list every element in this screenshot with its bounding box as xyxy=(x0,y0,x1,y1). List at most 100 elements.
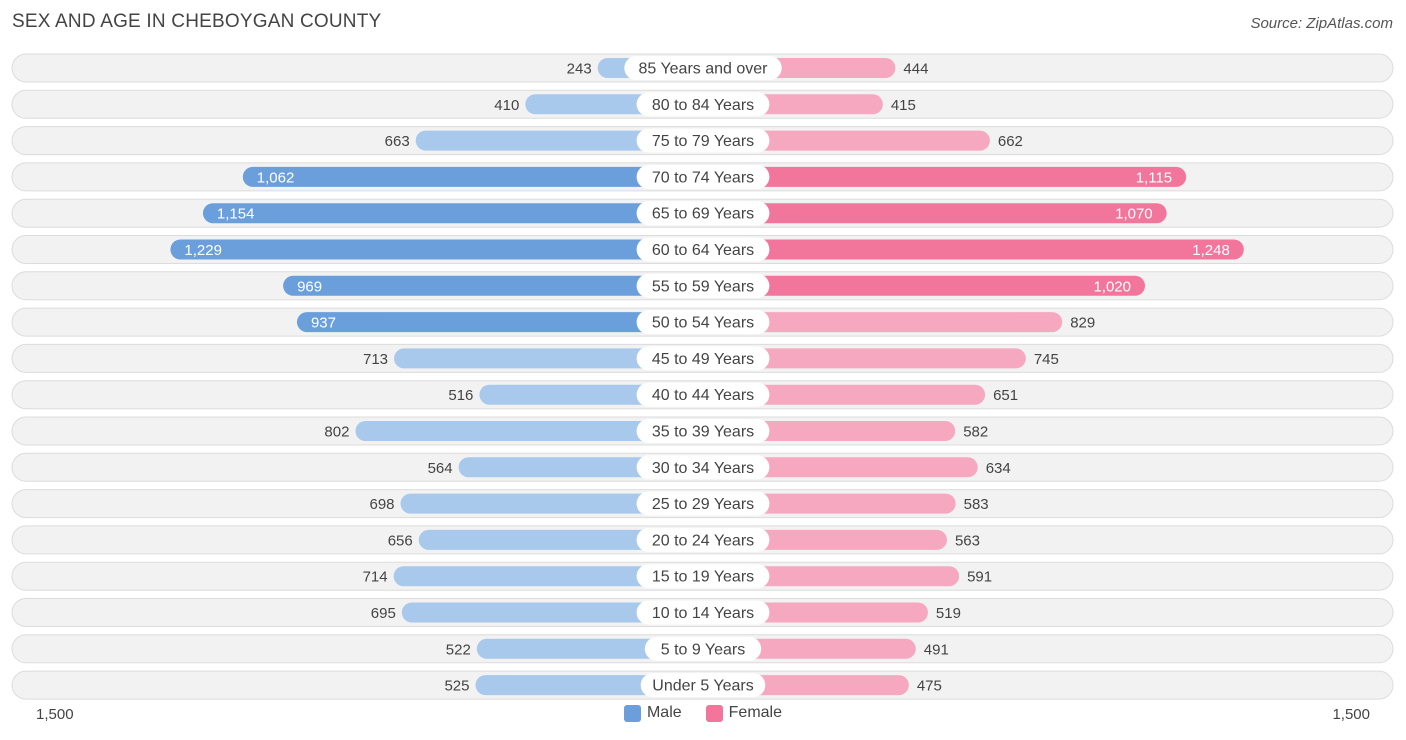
category-label: 10 to 14 Years xyxy=(652,605,754,622)
category-pill xyxy=(636,164,770,189)
value-label-female: 745 xyxy=(1034,351,1059,368)
value-label-male: 656 xyxy=(388,532,413,549)
male-swatch xyxy=(623,704,641,722)
category-label: 60 to 64 Years xyxy=(652,242,754,259)
value-label-female: 1,115 xyxy=(1136,169,1172,186)
value-label-female: 1,020 xyxy=(1093,278,1131,295)
bar-female xyxy=(703,130,990,151)
value-label-female: 444 xyxy=(903,61,928,78)
category-pill xyxy=(636,128,770,153)
value-label-female: 563 xyxy=(955,532,980,549)
category-pill xyxy=(636,273,770,298)
legend-female-label: Female xyxy=(728,704,783,721)
value-label-male: 516 xyxy=(448,387,473,404)
category-label: Under 5 Years xyxy=(652,678,753,695)
legend: Male Female xyxy=(0,704,1406,722)
category-label: 65 to 69 Years xyxy=(652,206,754,223)
value-label-male: 663 xyxy=(385,133,410,150)
bar-female xyxy=(703,275,1145,296)
bar-male xyxy=(283,275,703,296)
category-pill xyxy=(636,310,770,335)
category-label: 85 Years and over xyxy=(639,61,769,78)
value-label-female: 475 xyxy=(917,678,942,695)
category-pill xyxy=(644,636,762,661)
population-pyramid-chart: 85 Years and over 243 444 80 to 84 Years 410… xyxy=(11,53,1394,700)
bar-male xyxy=(415,130,703,151)
value-label-male: 969 xyxy=(297,278,322,295)
legend-item-female[interactable]: Female xyxy=(705,704,783,722)
bar-male xyxy=(296,312,703,333)
category-pill xyxy=(624,56,782,80)
legend-item-male[interactable]: Male xyxy=(623,704,682,722)
category-pill xyxy=(640,673,766,698)
category-label: 40 to 44 Years xyxy=(652,387,754,404)
bar-female xyxy=(703,203,1167,224)
category-label: 20 to 24 Years xyxy=(652,532,754,549)
value-label-male: 1,062 xyxy=(257,169,295,186)
category-label: 15 to 19 Years xyxy=(652,569,754,586)
source-credit: Source: ZipAtlas.com xyxy=(1250,15,1393,32)
bar-male xyxy=(242,166,704,187)
category-label: 35 to 39 Years xyxy=(652,424,754,441)
value-label-male: 1,154 xyxy=(217,206,255,223)
chart-title: SEX AND AGE IN CHEBOYGAN COUNTY xyxy=(12,11,382,32)
category-label: 50 to 54 Years xyxy=(652,315,754,332)
value-label-male: 243 xyxy=(567,61,592,78)
value-label-female: 1,070 xyxy=(1115,206,1153,223)
value-label-male: 802 xyxy=(324,424,349,441)
bar-female xyxy=(703,239,1244,260)
category-label: 5 to 9 Years xyxy=(661,641,746,658)
category-pill xyxy=(636,419,770,443)
axis-left-label: 1,500 xyxy=(36,706,74,723)
category-label: 80 to 84 Years xyxy=(652,97,754,114)
category-label: 70 to 74 Years xyxy=(652,169,754,186)
value-label-female: 1,248 xyxy=(1192,242,1230,259)
category-pill xyxy=(636,455,770,480)
value-label-male: 698 xyxy=(370,496,395,513)
value-label-female: 651 xyxy=(993,387,1018,404)
category-label: 25 to 29 Years xyxy=(652,496,754,513)
value-label-female: 491 xyxy=(924,641,949,658)
bar-female xyxy=(703,384,986,405)
value-label-male: 564 xyxy=(428,460,453,477)
category-label: 55 to 59 Years xyxy=(652,278,754,295)
category-pill xyxy=(636,237,770,262)
value-label-male: 714 xyxy=(363,569,388,586)
category-label: 30 to 34 Years xyxy=(652,460,754,477)
value-label-female: 634 xyxy=(986,460,1011,477)
bar-male xyxy=(394,348,703,369)
category-pill xyxy=(636,564,770,589)
bar-male xyxy=(401,602,703,623)
category-pill xyxy=(636,527,770,552)
value-label-male: 713 xyxy=(363,351,388,368)
value-label-male: 525 xyxy=(444,678,469,695)
value-label-male: 695 xyxy=(371,605,396,622)
value-label-female: 582 xyxy=(963,424,988,441)
value-label-male: 1,229 xyxy=(184,242,222,259)
category-pill xyxy=(636,346,770,371)
bar-male xyxy=(355,421,703,441)
value-label-male: 410 xyxy=(494,97,519,114)
value-label-female: 583 xyxy=(964,496,989,513)
value-label-female: 519 xyxy=(936,605,961,622)
bar-male xyxy=(400,493,703,514)
value-label-female: 829 xyxy=(1070,315,1095,332)
category-label: 45 to 49 Years xyxy=(652,351,754,368)
axis-right-label: 1,500 xyxy=(1332,706,1370,723)
category-pill xyxy=(636,382,770,407)
bar-female xyxy=(703,312,1063,333)
category-pill xyxy=(636,92,770,117)
bar-male xyxy=(393,566,703,587)
value-label-female: 662 xyxy=(998,133,1023,150)
bar-female xyxy=(703,348,1026,369)
bar-female xyxy=(703,166,1187,187)
category-pill xyxy=(636,201,770,226)
female-swatch xyxy=(705,704,723,722)
value-label-male: 937 xyxy=(311,315,336,332)
value-label-female: 591 xyxy=(967,569,992,586)
bar-female xyxy=(703,457,978,478)
value-label-male: 522 xyxy=(446,641,471,658)
bar-male xyxy=(202,203,703,224)
category-pill xyxy=(636,491,770,516)
category-label: 75 to 79 Years xyxy=(652,133,754,150)
